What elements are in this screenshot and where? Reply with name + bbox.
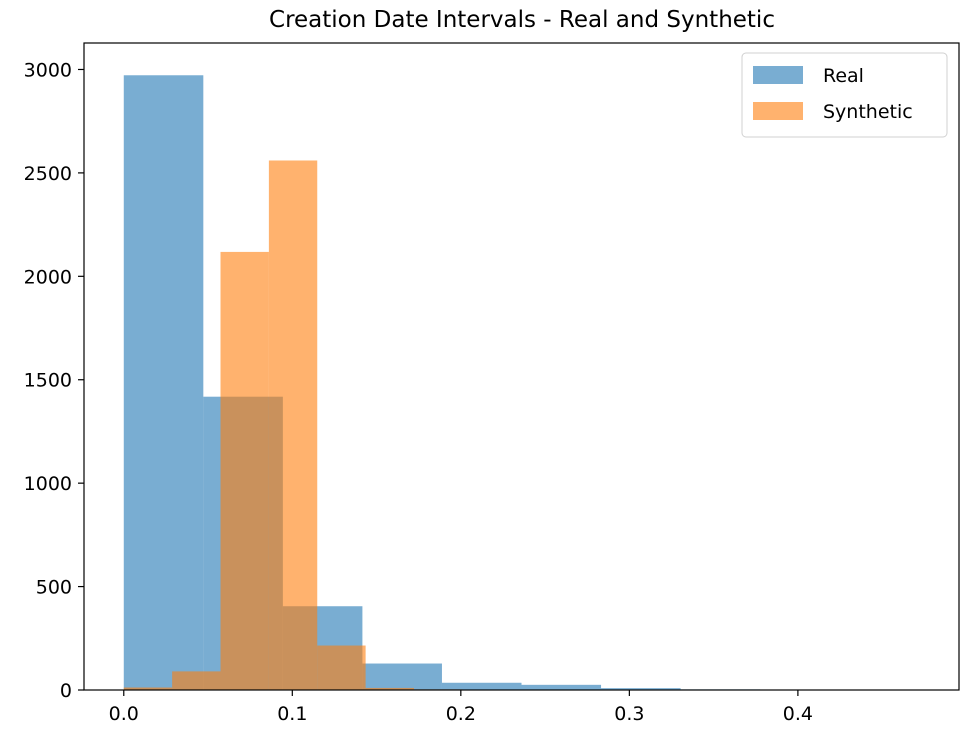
- y-tick-label: 1000: [24, 473, 72, 495]
- chart-title: Creation Date Intervals - Real and Synth…: [269, 7, 775, 33]
- x-tick-label: 0.3: [614, 703, 644, 725]
- bar-synthetic-3: [268, 160, 318, 690]
- bar-real-4: [441, 682, 522, 690]
- bar-real-3: [362, 663, 442, 690]
- y-tick-label: 3000: [24, 59, 72, 81]
- x-tick-label: 0.0: [109, 703, 139, 725]
- x-tick-label: 0.4: [783, 703, 813, 725]
- bars-layer: [123, 75, 920, 690]
- legend-label-synthetic: Synthetic: [823, 101, 913, 123]
- plot-frame: [83, 42, 960, 691]
- x-tick-label: 0.1: [277, 703, 307, 725]
- legend-label-real: Real: [823, 65, 864, 87]
- y-tick-label: 2000: [24, 266, 72, 288]
- bar-real-6: [601, 688, 681, 690]
- legend-swatch-real: [753, 66, 803, 84]
- y-tick-label: 2500: [24, 163, 72, 185]
- legend-swatch-synthetic: [753, 102, 803, 120]
- bar-synthetic-5: [365, 687, 414, 690]
- bar-synthetic-0: [123, 687, 173, 690]
- x-tick-label: 0.2: [446, 703, 476, 725]
- legend: Real Synthetic: [741, 52, 948, 138]
- y-tick-label: 0: [60, 680, 72, 702]
- bar-synthetic-2: [220, 251, 269, 690]
- bar-synthetic-1: [172, 671, 221, 690]
- y-tick-label: 1500: [24, 370, 72, 392]
- axes-layer: 0.0 0.1 0.2 0.3 0.4 0 500 1000 1500 2000 2500 3000: [24, 42, 960, 725]
- y-tick-label: 500: [36, 577, 72, 599]
- bar-real-0: [123, 75, 204, 690]
- bar-real-5: [521, 684, 602, 690]
- bar-synthetic-4: [317, 645, 366, 690]
